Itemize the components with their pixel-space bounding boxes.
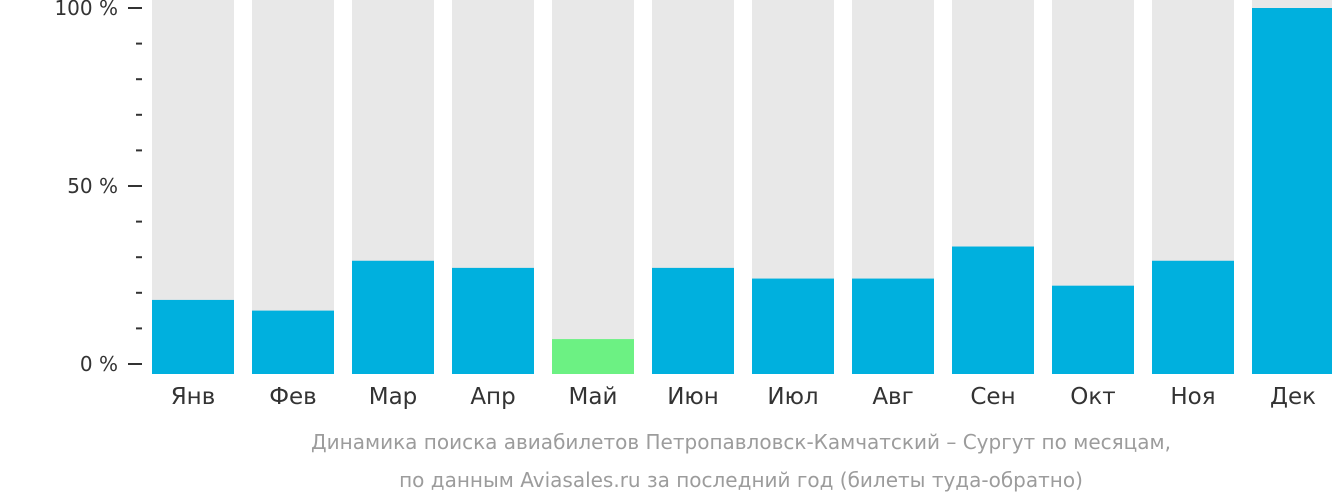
x-tick-label: Июн bbox=[667, 384, 719, 410]
y-axis: 100 % 50 % 0 % bbox=[54, 0, 142, 376]
chart-title: Динамика поиска авиабилетов Петропавловс… bbox=[311, 430, 1171, 454]
bar bbox=[752, 278, 834, 374]
x-tick-label: Фев bbox=[269, 384, 317, 410]
bar bbox=[152, 299, 234, 374]
bar bbox=[1052, 285, 1134, 374]
x-tick-label: Мар bbox=[369, 384, 418, 410]
x-tick-label: Авг bbox=[872, 384, 913, 410]
y-tick-label: 100 % bbox=[54, 0, 118, 20]
bar bbox=[852, 278, 934, 374]
y-tick-label: 0 % bbox=[80, 352, 118, 376]
x-tick-label: Сен bbox=[970, 384, 1015, 410]
bar bbox=[452, 267, 534, 374]
bars bbox=[152, 0, 1332, 374]
x-axis-labels: Янв Фев Мар Апр Май Июн Июл Авг Сен Окт Ноя Дек bbox=[171, 384, 1316, 410]
bar bbox=[252, 310, 334, 374]
x-tick-label: Окт bbox=[1070, 384, 1115, 410]
x-tick-label: Ноя bbox=[1170, 384, 1215, 410]
bar bbox=[1252, 8, 1332, 374]
bar-background bbox=[552, 0, 634, 374]
x-tick-label: Дек bbox=[1270, 384, 1316, 410]
bar bbox=[1152, 260, 1234, 374]
x-tick-label: Май bbox=[569, 384, 618, 410]
x-tick-label: Янв bbox=[171, 384, 216, 410]
bar bbox=[352, 260, 434, 374]
bar-chart: 100 % 50 % 0 % Янв Фев Мар Апр Май Июн Июл Авг Сен… bbox=[54, 0, 1332, 410]
bar bbox=[952, 246, 1034, 374]
x-tick-label: Июл bbox=[767, 384, 818, 410]
y-tick-label: 50 % bbox=[67, 174, 118, 198]
bar bbox=[552, 339, 634, 374]
x-tick-label: Апр bbox=[470, 384, 515, 410]
chart-subtitle: по данным Aviasales.ru за последний год … bbox=[399, 468, 1083, 492]
bar bbox=[652, 267, 734, 374]
